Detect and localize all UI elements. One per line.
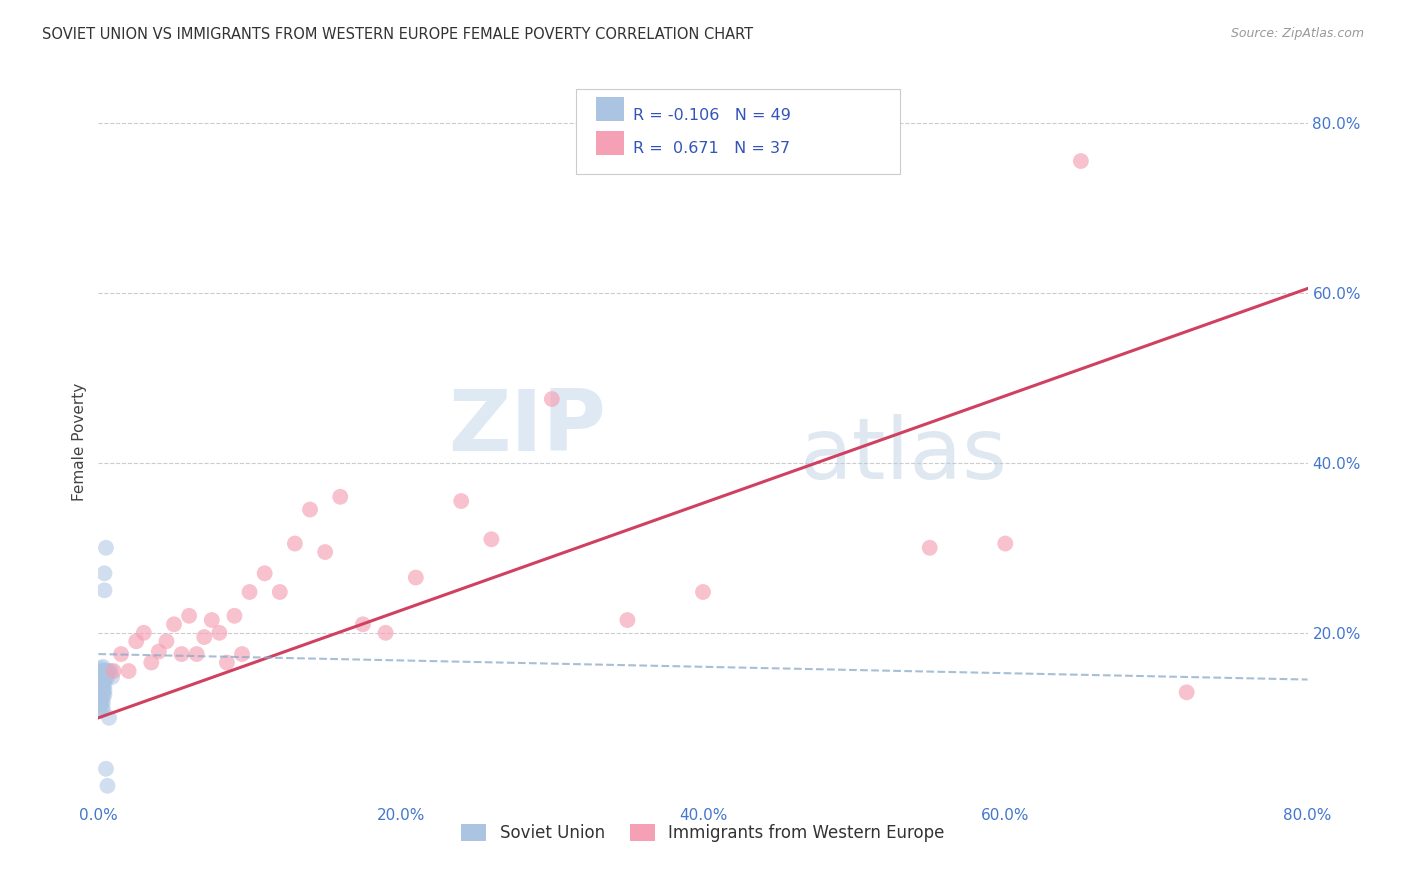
Point xyxy=(101,670,124,684)
Point xyxy=(89,698,111,712)
Point xyxy=(90,696,112,710)
Point xyxy=(94,664,117,678)
Point xyxy=(186,647,208,661)
Point xyxy=(94,670,117,684)
Point xyxy=(299,502,322,516)
Point xyxy=(253,566,276,581)
Text: SOVIET UNION VS IMMIGRANTS FROM WESTERN EUROPE FEMALE POVERTY CORRELATION CHART: SOVIET UNION VS IMMIGRANTS FROM WESTERN … xyxy=(42,27,754,42)
Text: atlas: atlas xyxy=(800,415,1008,498)
Point xyxy=(91,696,114,710)
Point xyxy=(91,681,114,695)
Point xyxy=(93,688,115,702)
Point xyxy=(93,678,115,692)
Point xyxy=(208,625,231,640)
Point xyxy=(118,664,141,678)
Point xyxy=(692,585,714,599)
Point xyxy=(284,536,307,550)
Point xyxy=(89,704,111,718)
Legend: Soviet Union, Immigrants from Western Europe: Soviet Union, Immigrants from Western Eu… xyxy=(454,817,952,848)
Point xyxy=(91,664,114,678)
Point xyxy=(314,545,336,559)
Point xyxy=(352,617,374,632)
Point xyxy=(90,670,112,684)
Point xyxy=(90,674,112,689)
Point xyxy=(89,673,111,687)
Point xyxy=(91,690,114,704)
Point xyxy=(89,664,111,678)
Point xyxy=(1175,685,1198,699)
Point xyxy=(91,685,114,699)
Point xyxy=(481,533,503,547)
Y-axis label: Female Poverty: Female Poverty xyxy=(72,383,87,500)
Point xyxy=(90,687,112,701)
Point xyxy=(132,625,155,640)
Point xyxy=(193,630,215,644)
Text: Source: ZipAtlas.com: Source: ZipAtlas.com xyxy=(1230,27,1364,40)
Point xyxy=(93,583,115,598)
Point xyxy=(141,656,163,670)
Point xyxy=(374,625,396,640)
Point xyxy=(239,585,262,599)
Point xyxy=(179,608,201,623)
Point xyxy=(90,691,112,706)
Point xyxy=(93,664,115,678)
Point xyxy=(170,647,193,661)
Point xyxy=(91,702,114,716)
Point xyxy=(89,670,111,684)
Point xyxy=(91,660,114,674)
Point xyxy=(90,700,112,714)
Point xyxy=(91,668,114,682)
Point xyxy=(93,670,115,684)
Point xyxy=(89,694,111,708)
Point xyxy=(224,608,246,623)
Point xyxy=(163,617,186,632)
Point xyxy=(91,673,114,687)
Point xyxy=(125,634,148,648)
Point xyxy=(1070,154,1092,169)
Point xyxy=(110,647,132,661)
Point xyxy=(96,670,118,684)
Text: R =  0.671   N = 37: R = 0.671 N = 37 xyxy=(633,141,790,156)
Point xyxy=(89,677,111,691)
Point xyxy=(450,494,472,508)
Point xyxy=(96,664,118,678)
Point xyxy=(89,681,111,695)
Point xyxy=(90,661,112,675)
Point xyxy=(201,613,224,627)
Point xyxy=(94,541,117,555)
Point xyxy=(89,690,111,704)
Point xyxy=(918,541,941,555)
Point xyxy=(90,678,112,692)
Point xyxy=(540,392,562,406)
Point xyxy=(231,647,253,661)
Point xyxy=(155,634,177,648)
Point xyxy=(98,711,121,725)
Point xyxy=(616,613,638,627)
Point xyxy=(98,664,121,678)
Point xyxy=(94,762,117,776)
Point xyxy=(93,674,115,689)
Point xyxy=(91,677,114,691)
Point xyxy=(269,585,291,599)
Point xyxy=(90,666,112,681)
Text: R = -0.106   N = 49: R = -0.106 N = 49 xyxy=(633,108,790,123)
Point xyxy=(148,644,170,658)
Point xyxy=(89,685,111,699)
Point xyxy=(90,682,112,697)
Point xyxy=(93,566,115,581)
Point xyxy=(994,536,1017,550)
Point xyxy=(103,664,125,678)
Text: ZIP: ZIP xyxy=(449,385,606,468)
Point xyxy=(405,570,427,584)
Point xyxy=(93,683,115,698)
Point xyxy=(100,664,122,678)
Point xyxy=(96,779,118,793)
Point xyxy=(329,490,352,504)
Point xyxy=(215,656,238,670)
